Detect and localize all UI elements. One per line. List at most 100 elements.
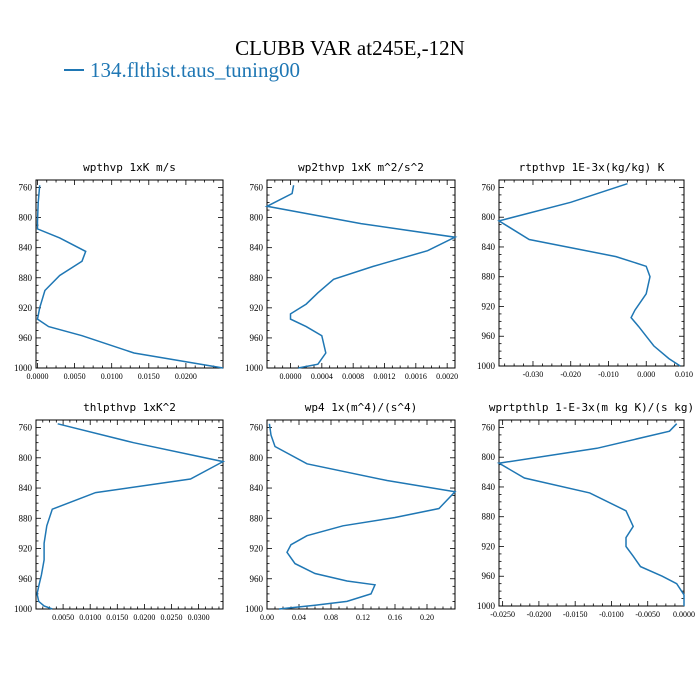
x-tick-label: 0.0004 (311, 372, 333, 381)
y-tick-label: 1000 (14, 363, 33, 373)
legend: 134.flthist.taus_tuning00 (64, 58, 300, 83)
y-tick-label: 1000 (245, 363, 264, 373)
y-tick-label: 920 (19, 544, 33, 554)
panel-frame (35, 179, 224, 369)
x-tick-label: 0.0020 (436, 372, 458, 381)
y-tick-label: 800 (482, 212, 496, 222)
legend-line-icon (64, 69, 84, 72)
panel-5: wp4 1x(m^4)/(s^4)76080084088092096010000… (245, 401, 457, 622)
panel-frame (498, 179, 685, 367)
y-tick-label: 840 (482, 242, 496, 252)
x-tick-label: 0.0050 (52, 613, 74, 622)
series-line (36, 423, 226, 610)
y-tick-label: 920 (19, 303, 33, 313)
panel-1: wpthvp 1xK m/s76080084088092096010000.00… (14, 161, 224, 381)
x-tick-label: 0.0000 (280, 372, 302, 381)
y-tick-label: 880 (482, 272, 496, 282)
panel-title: wp2thvp 1xK m^2/s^2 (298, 161, 424, 174)
y-tick-label: 960 (250, 574, 264, 584)
y-tick-label: 840 (19, 243, 33, 253)
y-tick-label: 840 (482, 482, 496, 492)
panel-title: wpthvp 1xK m/s (83, 161, 176, 174)
y-tick-label: 880 (250, 513, 264, 523)
x-tick-label: 0.00 (260, 613, 274, 622)
y-tick-label: 920 (250, 544, 264, 554)
y-tick-label: 800 (19, 453, 33, 463)
panel-4: thlpthvp 1xK^2 760 800 840 880 920 960 1000 0.00… (14, 401, 226, 622)
panel-2: wp2thvp 1xK m^2/s^2 760 800 840 880 920 960 100… (245, 161, 458, 381)
x-tick-label: -0.0050 (635, 610, 660, 619)
y-tick-label: 920 (482, 541, 496, 551)
series-line (497, 182, 681, 367)
series-line (268, 423, 457, 610)
x-tick-label: -0.010 (598, 370, 619, 379)
y-tick-label: 800 (250, 453, 264, 463)
panel-3: rtpthvp 1E-3x(kg/kg) K 760 800 840 880 920 960… (477, 161, 693, 379)
x-tick-label: 0.0100 (79, 613, 101, 622)
x-tick-label: 0.0000 (26, 372, 48, 381)
y-tick-label: 880 (19, 513, 33, 523)
x-tick-label: 0.0012 (374, 372, 396, 381)
panel-frame (266, 419, 456, 610)
x-tick-label: 0.0200 (133, 613, 155, 622)
y-tick-label: 800 (19, 213, 33, 223)
x-tick-label: 0.0250 (161, 613, 183, 622)
x-tick-label: 0.0300 (188, 613, 210, 622)
y-tick-label: 920 (250, 303, 264, 313)
x-tick-label: 0.12 (356, 613, 370, 622)
y-tick-label: 760 (482, 182, 496, 192)
x-tick-label: -0.0250 (490, 610, 515, 619)
panel-frame (35, 419, 224, 610)
x-tick-label: -0.0100 (599, 610, 624, 619)
y-tick-label: 840 (250, 243, 264, 253)
x-tick-label: 0.0008 (342, 372, 364, 381)
x-tick-label: -0.030 (523, 370, 544, 379)
y-tick-label: 1000 (477, 361, 496, 371)
y-tick-label: 1000 (245, 604, 264, 614)
panel-frame (498, 419, 685, 607)
y-tick-label: 960 (250, 333, 264, 343)
y-tick-label: 760 (250, 183, 264, 193)
x-tick-label: 0.08 (324, 613, 338, 622)
x-tick-label: 0.0100 (101, 372, 123, 381)
y-tick-label: 760 (19, 183, 33, 193)
x-tick-label: 0.0150 (106, 613, 128, 622)
series-line (264, 185, 458, 369)
series-line (36, 185, 224, 369)
x-tick-label: -0.0200 (527, 610, 552, 619)
x-tick-label: 0.0000 (673, 610, 695, 619)
x-tick-label: 0.0150 (138, 372, 160, 381)
y-tick-label: 960 (19, 333, 33, 343)
y-tick-label: 960 (19, 574, 33, 584)
x-tick-label: 0.000 (637, 370, 655, 379)
y-tick-label: 880 (482, 512, 496, 522)
y-tick-label: 1000 (14, 604, 33, 614)
panel-6: wprtpthlp 1-E-3x(m kg K)/(s kg) 760 800 840… (477, 401, 695, 619)
y-tick-label: 800 (482, 452, 496, 462)
series-line (496, 423, 685, 606)
y-tick-label: 840 (250, 483, 264, 493)
legend-label: 134.flthist.taus_tuning00 (90, 58, 300, 82)
panel-title: rtpthvp 1E-3x(kg/kg) K (519, 161, 665, 174)
y-tick-label: 800 (250, 213, 264, 223)
y-tick-label: 760 (250, 423, 264, 433)
panel-title: thlpthvp 1xK^2 (83, 401, 176, 414)
y-tick-label: 760 (19, 423, 33, 433)
x-tick-label: -0.0150 (563, 610, 588, 619)
x-tick-label: 0.04 (292, 613, 306, 622)
x-tick-label: 0.0016 (405, 372, 427, 381)
y-tick-label: 960 (482, 571, 496, 581)
y-tick-label: 960 (482, 331, 496, 341)
y-tick-label: 840 (19, 483, 33, 493)
x-tick-label: -0.020 (560, 370, 581, 379)
x-tick-label: 0.010 (675, 370, 693, 379)
y-tick-label: 880 (19, 273, 33, 283)
y-tick-label: 920 (482, 301, 496, 311)
y-tick-label: 1000 (477, 601, 496, 611)
x-tick-label: 0.0200 (175, 372, 197, 381)
x-tick-label: 0.16 (388, 613, 402, 622)
panel-title: wprtpthlp 1-E-3x(m kg K)/(s kg) (489, 401, 694, 414)
y-tick-label: 760 (482, 422, 496, 432)
x-tick-label: 0.0050 (64, 372, 86, 381)
